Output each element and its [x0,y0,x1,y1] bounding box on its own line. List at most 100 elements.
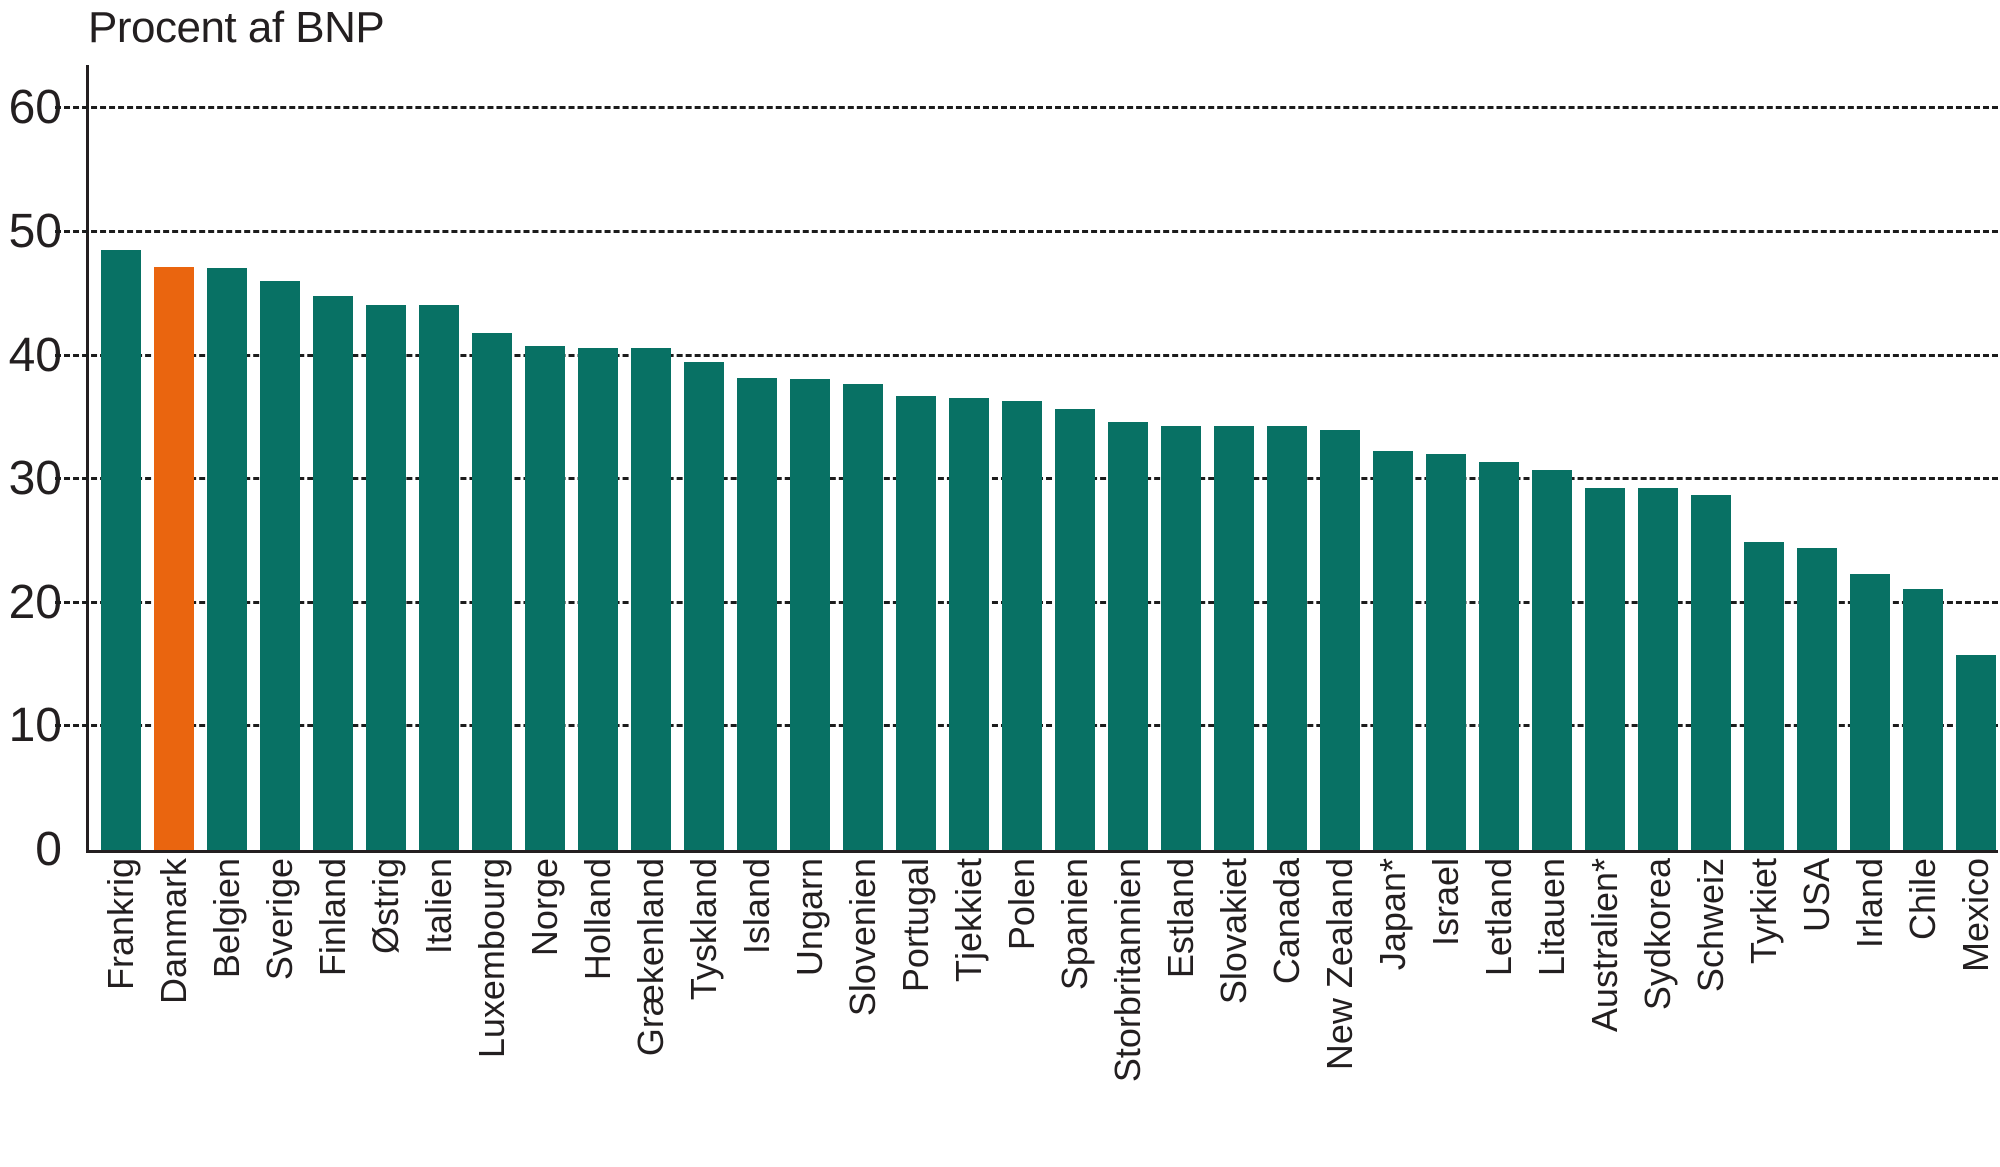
x-label-USA: USA [1796,858,1837,933]
x-label-cell: Grækenland [630,858,671,1158]
gridline-40 [55,353,1998,357]
x-label-Sydkorea: Sydkorea [1637,858,1678,1011]
x-label-cell: Tyrkiet [1743,858,1784,1158]
bar-Australien- [1585,487,1625,850]
x-label-Canada: Canada [1266,858,1307,985]
x-label-cell: Danmark [153,858,194,1158]
bar-Italien [419,304,459,850]
bar-Slovakiet [1214,425,1254,850]
x-label-cell: New Zealand [1319,858,1360,1158]
gridline-50 [55,229,1998,233]
x-label-Litauen: Litauen [1531,858,1572,977]
x-label-cell: Norge [524,858,565,1158]
y-tick-label-10: 10 [8,699,62,753]
bar-Finland [313,296,353,850]
bar-Grækenland [631,348,671,850]
x-label-cell: Polen [1001,858,1042,1158]
x-label-cell: Italien [418,858,459,1158]
x-label-Slovakiet: Slovakiet [1213,858,1254,1005]
x-label-cell: Island [736,858,777,1158]
bar-Letland [1479,461,1519,850]
x-label-cell: Tyskland [683,858,724,1158]
bar-Storbritannien [1108,422,1148,850]
bar-Tyrkiet [1744,542,1784,850]
bar-Litauen [1532,470,1572,850]
bar-Polen [1002,401,1042,850]
x-label-cell: Spanien [1054,858,1095,1158]
x-label-cell: Mexico [1955,858,1996,1158]
x-label-Norge: Norge [524,858,565,957]
x-label-cell: Letland [1478,858,1519,1158]
bar-Schweiz [1691,495,1731,850]
x-label-cell: Japan* [1372,858,1413,1158]
bar-New-Zealand [1320,429,1360,850]
x-label-cell: Australien* [1584,858,1625,1158]
x-label-cell: Holland [577,858,618,1158]
bar-Spanien [1055,408,1095,850]
bar-Japan- [1373,450,1413,850]
x-label-cell: Irland [1849,858,1890,1158]
x-label-Belgien: Belgien [206,858,247,979]
x-label-Storbritannien: Storbritannien [1107,858,1148,1083]
x-label-Island: Island [736,858,777,955]
bars-container [89,65,1998,850]
x-label-cell: Sydkorea [1637,858,1678,1158]
x-label-Slovenien: Slovenien [842,858,883,1017]
x-label-Tyskland: Tyskland [683,858,724,1001]
bar-Chile [1903,589,1943,850]
bar-Slovenien [843,383,883,850]
x-label-Portugal: Portugal [895,858,936,993]
x-label-cell: Portugal [895,858,936,1158]
bar-Island [737,377,777,850]
x-label-Spanien: Spanien [1054,858,1095,991]
bar-Danmark [154,266,194,850]
chart-title: Procent af BNP [88,3,385,52]
x-label-Tyrkiet: Tyrkiet [1743,858,1784,965]
bar-Ungarn [790,379,830,850]
x-label-cell: Schweiz [1690,858,1731,1158]
x-label-Ungarn: Ungarn [789,858,830,977]
x-label-cell: Slovakiet [1213,858,1254,1158]
x-label-Irland: Irland [1849,858,1890,949]
x-label-Frankrig: Frankrig [100,858,141,991]
bar-Portugal [896,396,936,850]
x-label-cell: Østrig [365,858,406,1158]
bar-USA [1797,548,1837,850]
x-label-Finland: Finland [312,858,353,977]
x-label-cell: Israel [1425,858,1466,1158]
x-label-cell: Frankrig [100,858,141,1158]
bar-Canada [1267,425,1307,850]
x-label-cell: Tjekkiet [948,858,989,1158]
x-label-Danmark: Danmark [153,858,194,1005]
x-label-Schweiz: Schweiz [1690,858,1731,993]
y-tick-label-50: 50 [8,204,62,258]
bar-Israel [1426,454,1466,850]
y-tick-label-0: 0 [35,823,62,876]
x-axis-labels: Frankrig Danmark Belgien Sverige Finland Østr… [89,858,1998,1158]
x-label-cell: USA [1796,858,1837,1158]
x-label-Italien: Italien [418,858,459,955]
x-label-cell: Storbritannien [1107,858,1148,1158]
x-label-cell: Canada [1266,858,1307,1158]
x-label-Østrig: Østrig [365,858,406,955]
x-label-Holland: Holland [577,858,618,981]
y-axis: 0 10 20 30 40 50 60 [0,65,64,874]
x-label-cell: Finland [312,858,353,1158]
bar-Belgien [207,267,247,850]
x-label-cell: Sverige [259,858,300,1158]
x-label-cell: Belgien [206,858,247,1158]
bar-Holland [578,348,618,850]
gridline-60 [55,106,1998,110]
y-tick-label-60: 60 [8,81,62,135]
y-tick-label-30: 30 [8,452,62,506]
y-tick-label-20: 20 [8,575,62,629]
bar-Sydkorea [1638,487,1678,850]
x-label-New-Zealand: New Zealand [1319,858,1360,1071]
x-label-Letland: Letland [1478,858,1519,977]
bar-Irland [1850,574,1890,850]
bar-Norge [525,345,565,850]
x-label-Tjekkiet: Tjekkiet [948,858,989,983]
x-label-Israel: Israel [1425,858,1466,947]
x-label-cell: Ungarn [789,858,830,1158]
